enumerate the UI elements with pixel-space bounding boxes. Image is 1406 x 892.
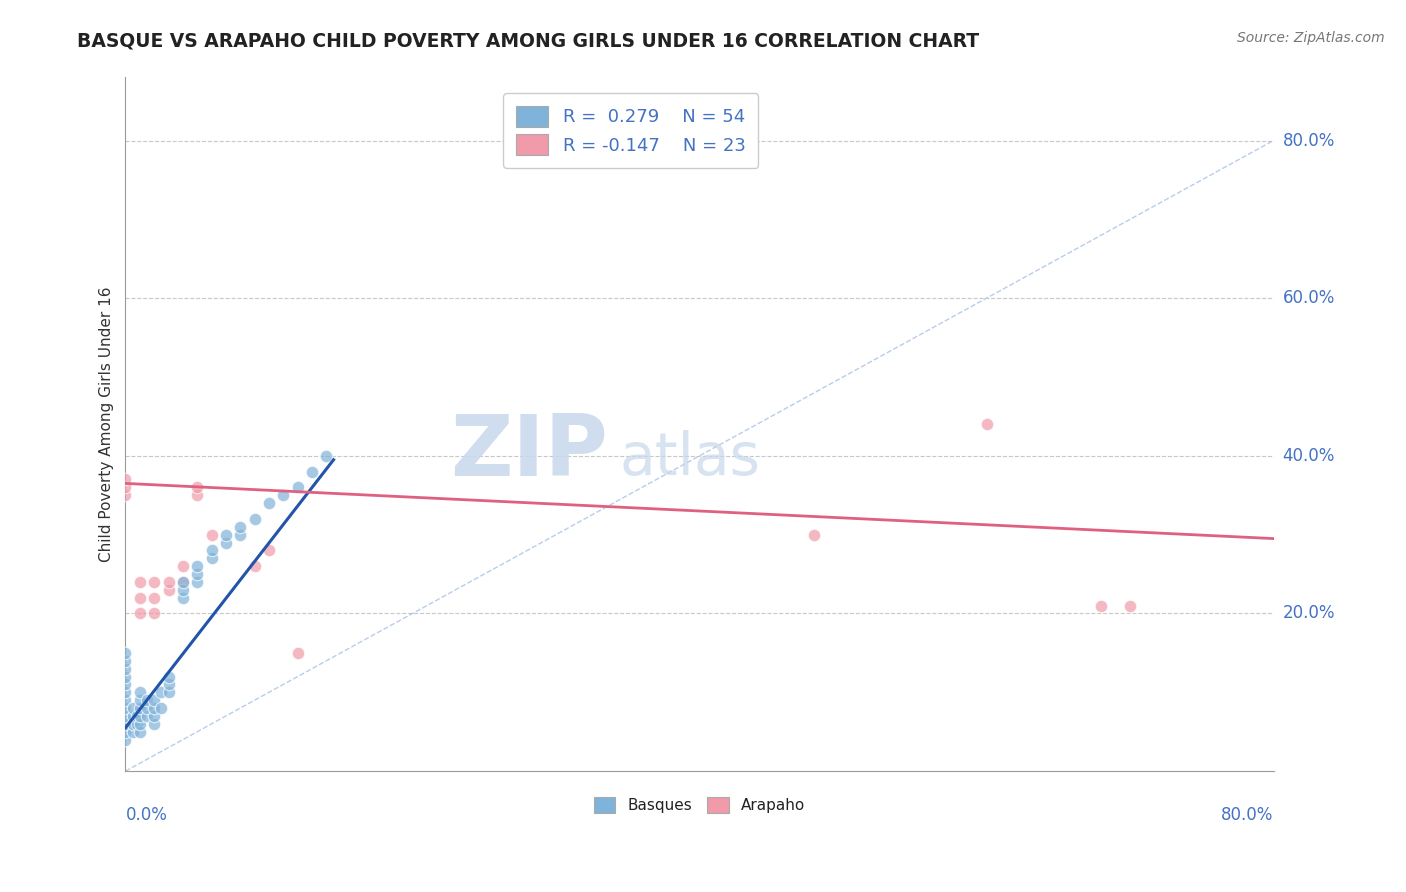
Point [114, 724, 136, 739]
Point [114, 669, 136, 683]
Point [143, 716, 166, 731]
Point [803, 527, 825, 541]
Point [1090, 599, 1112, 613]
Point [287, 480, 309, 494]
Point [1119, 599, 1142, 613]
Point [186, 574, 208, 589]
Point [976, 417, 998, 432]
Text: 80.0%: 80.0% [1282, 131, 1336, 150]
Point [172, 582, 194, 597]
Text: 80.0%: 80.0% [1222, 805, 1274, 824]
Text: 20.0%: 20.0% [1282, 605, 1336, 623]
Point [186, 567, 208, 582]
Point [243, 512, 266, 526]
Point [128, 574, 150, 589]
Point [114, 473, 136, 487]
Point [128, 591, 150, 605]
Point [301, 465, 323, 479]
Point [143, 607, 166, 621]
Point [114, 480, 136, 494]
Point [114, 709, 136, 723]
Point [172, 574, 194, 589]
Point [143, 574, 166, 589]
Point [157, 574, 180, 589]
Point [200, 543, 222, 558]
Point [121, 724, 143, 739]
Point [121, 716, 143, 731]
Text: BASQUE VS ARAPAHO CHILD POVERTY AMONG GIRLS UNDER 16 CORRELATION CHART: BASQUE VS ARAPAHO CHILD POVERTY AMONG GI… [77, 31, 980, 50]
Point [150, 685, 173, 699]
Y-axis label: Child Poverty Among Girls Under 16: Child Poverty Among Girls Under 16 [100, 286, 114, 562]
Point [157, 669, 180, 683]
Point [128, 701, 150, 715]
Point [186, 488, 208, 502]
Point [114, 662, 136, 676]
Point [128, 693, 150, 707]
Text: 60.0%: 60.0% [1282, 289, 1336, 307]
Point [114, 693, 136, 707]
Point [186, 480, 208, 494]
Point [215, 535, 238, 549]
Text: 40.0%: 40.0% [1282, 447, 1336, 465]
Point [172, 574, 194, 589]
Point [215, 527, 238, 541]
Point [315, 449, 337, 463]
Point [186, 559, 208, 574]
Point [229, 520, 252, 534]
Point [143, 709, 166, 723]
Point [150, 701, 173, 715]
Point [157, 582, 180, 597]
Point [273, 488, 295, 502]
Point [172, 591, 194, 605]
Point [114, 685, 136, 699]
Point [114, 646, 136, 660]
Point [143, 693, 166, 707]
Point [128, 716, 150, 731]
Point [136, 701, 159, 715]
Point [121, 701, 143, 715]
Point [114, 701, 136, 715]
Text: ZIP: ZIP [450, 410, 607, 493]
Point [114, 716, 136, 731]
Point [128, 724, 150, 739]
Point [114, 654, 136, 668]
Point [257, 543, 280, 558]
Point [172, 559, 194, 574]
Point [125, 709, 148, 723]
Legend: Basques, Arapaho: Basques, Arapaho [588, 791, 811, 819]
Point [128, 709, 150, 723]
Point [143, 701, 166, 715]
Point [136, 709, 159, 723]
Point [243, 559, 266, 574]
Point [121, 709, 143, 723]
Text: atlas: atlas [619, 431, 761, 487]
Point [114, 677, 136, 691]
Point [128, 607, 150, 621]
Point [200, 551, 222, 566]
Point [125, 716, 148, 731]
Point [229, 527, 252, 541]
Point [157, 677, 180, 691]
Point [143, 591, 166, 605]
Point [136, 693, 159, 707]
Point [287, 646, 309, 660]
Point [114, 488, 136, 502]
Point [200, 527, 222, 541]
Point [128, 685, 150, 699]
Point [157, 685, 180, 699]
Point [114, 732, 136, 747]
Text: Source: ZipAtlas.com: Source: ZipAtlas.com [1237, 31, 1385, 45]
Text: 0.0%: 0.0% [125, 805, 167, 824]
Point [257, 496, 280, 510]
